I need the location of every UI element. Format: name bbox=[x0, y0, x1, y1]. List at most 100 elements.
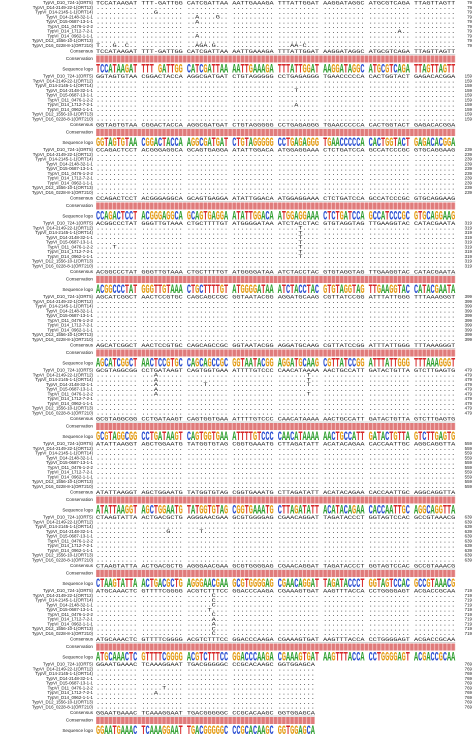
logo-letter: A bbox=[369, 356, 373, 371]
sequence-row: ACGGCCCTAT GGGTTGTAAA CTGCTTTTGT ATGGGGA… bbox=[96, 221, 456, 227]
logo-letter: A bbox=[286, 576, 290, 591]
logo-letter: G bbox=[298, 650, 302, 665]
sequence-row: ATATTAAGGT AGCTGGAATG TATGGTGTAG CGGTGAA… bbox=[96, 441, 456, 447]
logo-letter: G bbox=[443, 62, 447, 77]
sequence-end: 319 bbox=[465, 254, 473, 259]
sequence-end: 399 bbox=[465, 294, 473, 299]
sequence-name: TypVI_D14_0962-1-1-1 bbox=[47, 695, 93, 700]
logo-letter: T bbox=[377, 356, 381, 371]
logo-letter: T bbox=[245, 503, 249, 518]
logo-letter: T bbox=[282, 503, 286, 518]
sequence-end: 319 bbox=[465, 259, 473, 264]
logo-letter: T bbox=[150, 650, 154, 665]
sequence-row: .......... .......... .......... .......… bbox=[96, 406, 455, 412]
logo-letter: C bbox=[125, 429, 129, 444]
logo-letter: A bbox=[104, 209, 108, 224]
logo-letter: A bbox=[327, 650, 331, 665]
logo-letter: G bbox=[245, 282, 249, 297]
logo-letter: A bbox=[174, 723, 178, 737]
logo-letter: A bbox=[232, 429, 236, 444]
logo-letter: G bbox=[166, 723, 170, 737]
sequence-name: TypVI_D14_0962-1-1-1 bbox=[47, 474, 93, 479]
sequence-logo: ACGGCCCTAT GGGTTGTAAA CTGCTTTTGT ATGGGGA… bbox=[96, 282, 455, 297]
sequence-row: .......... ...A...... ....T..... .......… bbox=[96, 382, 455, 388]
logo-letter: C bbox=[286, 282, 290, 297]
logo-letter: T bbox=[336, 356, 340, 371]
logo-letter: C bbox=[232, 135, 236, 150]
logo-letter: T bbox=[245, 135, 249, 150]
logo-letter: T bbox=[236, 282, 240, 297]
sequence-name: TypVI_D10_724-1(ORT5) bbox=[43, 368, 93, 373]
logo-letter: G bbox=[241, 723, 245, 737]
logo-letter: A bbox=[121, 650, 125, 665]
logo-letter: A bbox=[389, 503, 393, 518]
sequence-end: 559 bbox=[465, 479, 473, 484]
logo-letter: C bbox=[133, 650, 137, 665]
consensus-sequence: AGCATCGGCT AACTCCGTGC CAGCAGCCGC GGTAATA… bbox=[96, 343, 456, 349]
logo-letter: G bbox=[327, 135, 331, 150]
logo-letter: T bbox=[352, 282, 356, 297]
sequence-row: GCGTAGGCGG CCTGATAAGT CAGTGGTGAA ATTTTGT… bbox=[96, 368, 455, 374]
sequence-row: CTAAGTATTA ACTGACGCTG AGGGAACGAA GCGTGGG… bbox=[96, 515, 455, 521]
sequence-row: .......... .......... .......... .......… bbox=[96, 676, 315, 682]
sequence-name: TypVI_D14-2148-32-1-1 bbox=[46, 308, 94, 313]
sequence-row: .......... .......... .......... .......… bbox=[96, 681, 315, 687]
logo-letter: A bbox=[278, 356, 282, 371]
logo-letter: T bbox=[443, 503, 447, 518]
logo-letter: C bbox=[278, 503, 282, 518]
sequence-row: T...G..C.. .......... ..AGA.G... .......… bbox=[96, 43, 455, 49]
logo-letter: C bbox=[348, 429, 352, 444]
logo-letter: G bbox=[191, 135, 195, 150]
logo-letter: G bbox=[212, 503, 216, 518]
logo-letter: C bbox=[352, 650, 356, 665]
sequence-end: 239 bbox=[465, 147, 473, 152]
logo-letter: G bbox=[344, 282, 348, 297]
logo-letter: G bbox=[352, 503, 356, 518]
logo-letter: G bbox=[422, 209, 426, 224]
logo-letter: T bbox=[340, 650, 344, 665]
logo-letter: G bbox=[208, 209, 212, 224]
consensus-label: Consensus bbox=[70, 49, 94, 54]
sequence-name: TypVI_D15-0687-13-1-1 bbox=[46, 313, 94, 318]
logo-letter: A bbox=[294, 650, 298, 665]
sequence-name: TypVI_D11_0476-1-2-2 bbox=[48, 244, 94, 249]
sequence-name: TypVI_D14_0962-1-1-1 bbox=[47, 327, 93, 332]
logo-letter: G bbox=[315, 135, 319, 150]
sequence-row: .......... .......... ..A....... .......… bbox=[96, 19, 455, 25]
logo-letter: G bbox=[286, 209, 290, 224]
logo-letter: A bbox=[108, 135, 112, 150]
logo-letter: T bbox=[344, 650, 348, 665]
logo-letter: G bbox=[290, 135, 294, 150]
sequence-end: 479 bbox=[465, 391, 473, 396]
logo-letter: C bbox=[253, 650, 257, 665]
sequence-end: 719 bbox=[465, 621, 473, 626]
consensus-label: Consensus bbox=[70, 563, 94, 568]
sequence-name: TypVI_D16_0228-8-1(ORT210) bbox=[32, 337, 94, 342]
logo-letter: C bbox=[344, 503, 348, 518]
logo-letter: C bbox=[278, 576, 282, 591]
logo-letter: T bbox=[447, 282, 451, 297]
logo-letter: A bbox=[385, 282, 389, 297]
sequence-end: 319 bbox=[465, 244, 473, 249]
logo-letter: G bbox=[100, 135, 104, 150]
sequence-name: TypVI_D15-0687-13-1-1 bbox=[46, 607, 94, 612]
logo-letter: A bbox=[311, 429, 315, 444]
logo-letter: T bbox=[129, 576, 133, 591]
logo-letter: A bbox=[129, 62, 133, 77]
logo-letter: G bbox=[385, 576, 389, 591]
logo-letter: C bbox=[422, 576, 426, 591]
logo-letter: G bbox=[141, 650, 145, 665]
sequence-name: TypVI_D12_1556-10-1(ORT13) bbox=[32, 700, 94, 705]
logo-letter: G bbox=[249, 576, 253, 591]
logo-letter: A bbox=[311, 356, 315, 371]
sequence-row: .......... ...A...... .......... .......… bbox=[96, 387, 455, 393]
sequence-end: 319 bbox=[465, 230, 473, 235]
sequence-name: TypVI_D14_0962-1-1-1 bbox=[47, 548, 93, 553]
logo-letter: A bbox=[191, 356, 195, 371]
logo-letter: A bbox=[373, 503, 377, 518]
logo-letter: G bbox=[369, 209, 373, 224]
logo-letter: - bbox=[154, 62, 158, 77]
logo-letter: A bbox=[360, 135, 364, 150]
logo-letter: T bbox=[179, 723, 183, 737]
logo-letter: A bbox=[203, 576, 207, 591]
